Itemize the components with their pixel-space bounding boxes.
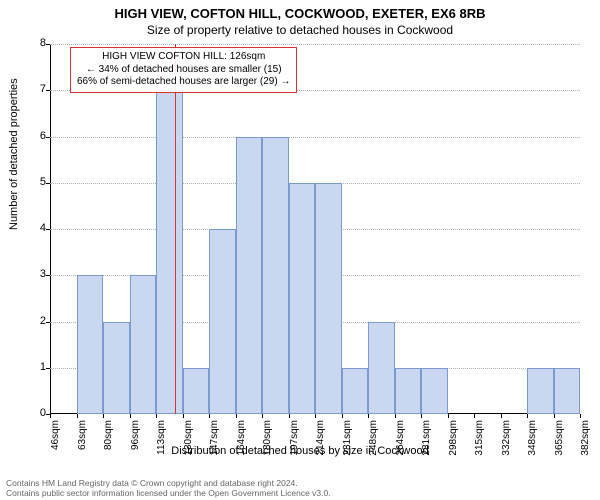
x-tick-mark [262, 414, 263, 418]
y-tick-label: 6 [32, 130, 46, 142]
histogram-bar [262, 137, 289, 415]
histogram-bar [289, 183, 316, 414]
histogram-bar [183, 368, 210, 414]
y-tick-mark [46, 90, 50, 91]
x-tick-mark [368, 414, 369, 418]
x-tick-mark [474, 414, 475, 418]
y-tick-label: 8 [32, 37, 46, 49]
y-tick-mark [46, 275, 50, 276]
y-tick-mark [46, 322, 50, 323]
y-tick-label: 2 [32, 315, 46, 327]
x-tick-mark [209, 414, 210, 418]
page-title: HIGH VIEW, COFTON HILL, COCKWOOD, EXETER… [0, 0, 600, 21]
histogram-bar [236, 137, 263, 415]
histogram-bar [77, 275, 104, 414]
y-tick-mark [46, 44, 50, 45]
x-tick-mark [554, 414, 555, 418]
y-tick-label: 3 [32, 268, 46, 280]
y-gridline [50, 137, 580, 139]
x-tick-mark [50, 414, 51, 418]
y-axis-label: Number of detached properties [8, 78, 20, 230]
histogram-bar [395, 368, 422, 414]
y-tick-mark [46, 183, 50, 184]
histogram-bar [421, 368, 448, 414]
histogram-bar [368, 322, 395, 415]
callout-line-2: ← 34% of detached houses are smaller (15… [77, 64, 290, 77]
footer-attribution: Contains HM Land Registry data © Crown c… [6, 478, 331, 498]
footer-line-2: Contains public sector information licen… [6, 488, 331, 498]
y-tick-label: 4 [32, 222, 46, 234]
x-tick-mark [527, 414, 528, 418]
y-tick-mark [46, 368, 50, 369]
y-tick-mark [46, 137, 50, 138]
callout-box: HIGH VIEW COFTON HILL: 126sqm← 34% of de… [70, 47, 297, 93]
histogram-bar [156, 90, 183, 414]
page-subtitle: Size of property relative to detached ho… [0, 21, 600, 37]
histogram-bar [103, 322, 130, 415]
y-gridline [50, 44, 580, 46]
x-tick-mark [580, 414, 581, 418]
x-tick-mark [183, 414, 184, 418]
y-tick-label: 0 [32, 407, 46, 419]
callout-line-1: HIGH VIEW COFTON HILL: 126sqm [77, 51, 290, 64]
histogram-bar [554, 368, 581, 414]
x-axis-label: Distribution of detached houses by size … [0, 445, 600, 457]
x-tick-mark [501, 414, 502, 418]
x-tick-mark [236, 414, 237, 418]
y-tick-label: 5 [32, 176, 46, 188]
x-tick-mark [103, 414, 104, 418]
histogram-bar [130, 275, 157, 414]
histogram-bar [315, 183, 342, 414]
x-tick-mark [289, 414, 290, 418]
histogram-bar [342, 368, 369, 414]
x-tick-mark [421, 414, 422, 418]
y-tick-label: 1 [32, 361, 46, 373]
x-tick-mark [156, 414, 157, 418]
callout-line-3: 66% of semi-detached houses are larger (… [77, 76, 290, 89]
x-tick-mark [448, 414, 449, 418]
histogram-bar [527, 368, 554, 414]
x-tick-mark [77, 414, 78, 418]
y-tick-label: 7 [32, 83, 46, 95]
x-tick-mark [130, 414, 131, 418]
histogram-bar [209, 229, 236, 414]
marker-line [175, 44, 176, 414]
chart-plot-area: 01234567846sqm63sqm80sqm96sqm113sqm130sq… [50, 44, 580, 414]
x-tick-mark [315, 414, 316, 418]
y-tick-mark [46, 229, 50, 230]
x-tick-mark [342, 414, 343, 418]
footer-line-1: Contains HM Land Registry data © Crown c… [6, 478, 331, 488]
x-tick-mark [395, 414, 396, 418]
